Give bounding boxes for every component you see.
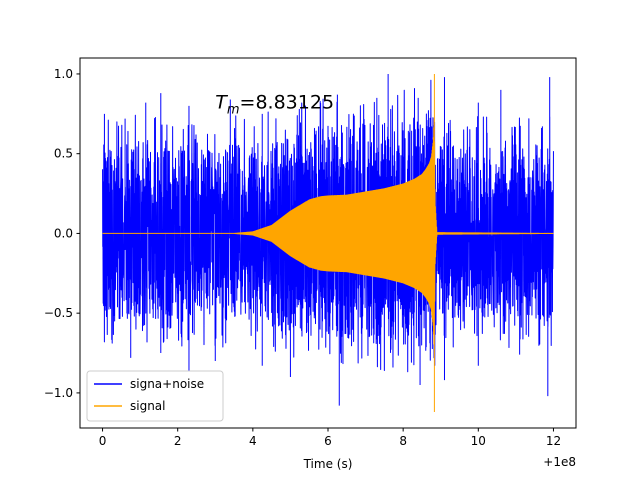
legend-label-signal: signal [130, 399, 166, 413]
legend-label-noise: signa+noise [130, 377, 204, 391]
x-tick-label: 2 [174, 434, 182, 448]
noise-series-line [102, 73, 554, 406]
annotation-prefix: T [215, 92, 228, 114]
y-tick-label: −0.5 [44, 306, 73, 320]
y-axis: 1.0 0.5 0.0 −0.5 −1.0 [44, 67, 80, 400]
y-tick-label: 0.5 [54, 147, 73, 161]
merger-time-annotation: Tm=8.83125 [215, 92, 334, 118]
y-tick-label: 1.0 [54, 67, 73, 81]
annotation-value: =8.83125 [240, 92, 334, 114]
x-axis-offset-label: +1e8 [543, 455, 576, 469]
x-tick-label: 6 [324, 434, 332, 448]
annotation-subscript: m [227, 103, 240, 118]
plot-area [102, 73, 554, 413]
signal-series-line [102, 73, 554, 413]
x-tick-label: 0 [99, 434, 107, 448]
y-tick-label: −1.0 [44, 386, 73, 400]
x-tick-label: 8 [399, 434, 407, 448]
x-tick-label: 12 [546, 434, 561, 448]
legend: signa+noise signal [86, 370, 224, 422]
x-tick-label: 4 [249, 434, 257, 448]
y-tick-label: 0.0 [54, 226, 73, 240]
x-axis: 0 2 4 6 8 10 12 [99, 428, 561, 448]
x-tick-label: 10 [471, 434, 486, 448]
x-axis-label: Time (s) [303, 457, 353, 471]
